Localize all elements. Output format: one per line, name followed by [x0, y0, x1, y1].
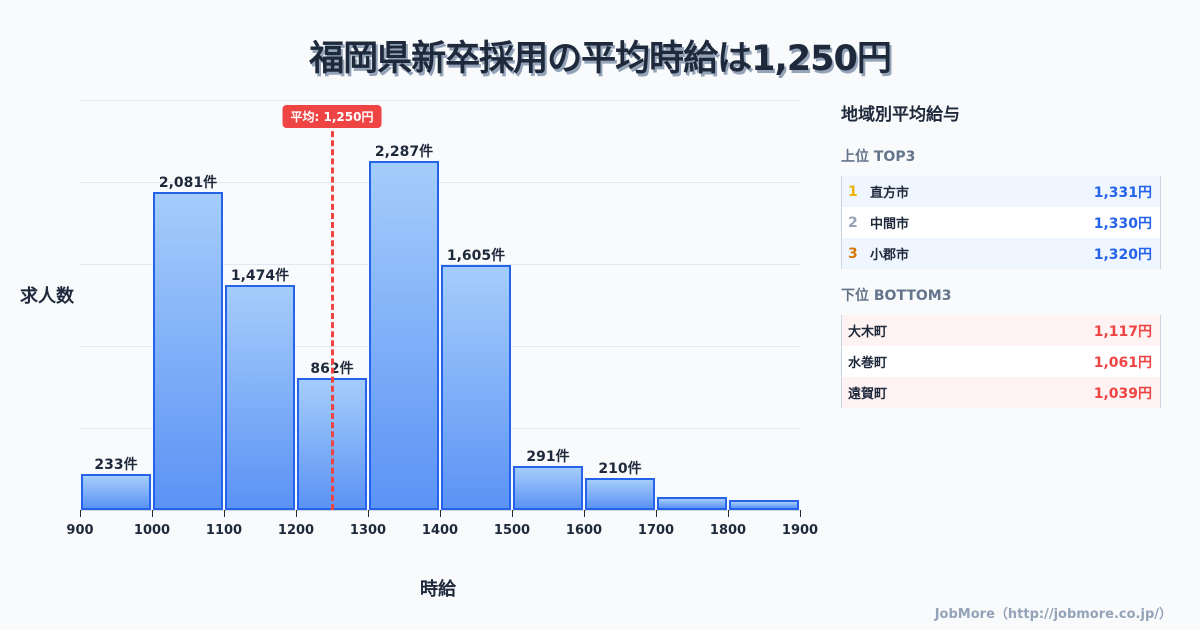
page-title: 福岡県新卒採用の平均時給は1,250円 — [309, 39, 892, 79]
gridline — [80, 264, 800, 265]
gridline — [80, 100, 800, 101]
town-name: 大木町 — [848, 325, 888, 340]
rank-number: 2 — [848, 214, 858, 231]
rank-number: 1 — [848, 183, 858, 200]
x-tick-label: 1500 — [493, 523, 531, 538]
gridline — [80, 428, 800, 429]
x-tick — [656, 510, 657, 517]
histogram-plot: 233件 2,081件 1,474件 862件 2,287件 1,605件 291件 210件… — [66, 100, 818, 538]
x-tick — [80, 510, 81, 517]
histogram-bar — [513, 465, 583, 510]
regional-salary-panel: 地域別平均給与 上位 TOP3 1 直方市 1,331円 2 中間市 1,330… — [841, 100, 1161, 408]
bar-value-label: 1,474件 — [230, 268, 290, 285]
bottom3-table: 大木町 1,117円 水巻町 1,061円 遠賀町 1,039円 — [841, 315, 1161, 408]
city-name: 直方市 — [870, 186, 910, 201]
city-name: 小郡市 — [870, 248, 910, 263]
bar-value-label: 2,081件 — [158, 175, 218, 192]
x-tick — [728, 510, 729, 517]
x-tick — [800, 510, 801, 517]
x-tick-label: 1700 — [637, 523, 675, 538]
bottom3-row: 大木町 1,117円 — [842, 315, 1160, 346]
town-name: 遠賀町 — [848, 387, 888, 402]
x-axis-label: 時給 — [420, 579, 456, 600]
x-tick — [296, 510, 297, 517]
histogram-bar — [225, 285, 295, 510]
histogram-bar — [585, 477, 655, 510]
bar-value-label: 233件 — [94, 457, 138, 474]
city-wage: 1,330円 — [1093, 215, 1152, 232]
x-tick-label: 1300 — [349, 523, 387, 538]
x-tick-label: 1200 — [277, 523, 315, 538]
histogram-bar — [81, 474, 151, 510]
x-tick-label: 1800 — [709, 523, 747, 538]
histogram-bar — [729, 500, 799, 510]
rank-number: 3 — [848, 245, 858, 262]
panel-title: 地域別平均給与 — [841, 105, 960, 125]
histogram-bar — [369, 161, 439, 510]
city-wage: 1,320円 — [1093, 246, 1152, 263]
top3-table: 1 直方市 1,331円 2 中間市 1,330円 3 小郡市 1,320円 — [841, 176, 1161, 269]
top3-title: 上位 TOP3 — [841, 149, 916, 165]
histogram-bar — [441, 265, 511, 510]
gridline — [80, 182, 800, 183]
mean-badge: 平均: 1,250円 — [282, 105, 382, 128]
top3-row: 2 中間市 1,330円 — [842, 207, 1160, 238]
top3-row: 1 直方市 1,331円 — [842, 176, 1160, 207]
x-tick-label: 1400 — [421, 523, 459, 538]
x-tick-label: 1600 — [565, 523, 603, 538]
x-tick — [512, 510, 513, 517]
x-tick — [152, 510, 153, 517]
bottom3-row: 遠賀町 1,039円 — [842, 377, 1160, 408]
x-tick — [440, 510, 441, 517]
mean-line — [331, 122, 334, 510]
x-tick-label: 1000 — [133, 523, 171, 538]
town-name: 水巻町 — [848, 356, 888, 371]
source-credit: JobMore（http://jobmore.co.jp/） — [934, 607, 1172, 622]
top3-row: 3 小郡市 1,320円 — [842, 238, 1160, 269]
x-tick — [368, 510, 369, 517]
gridline — [80, 346, 800, 347]
bar-value-label: 1,605件 — [446, 248, 506, 265]
town-wage: 1,039円 — [1093, 385, 1152, 402]
bottom3-title: 下位 BOTTOM3 — [841, 288, 952, 304]
bar-value-label: 291件 — [526, 448, 570, 465]
city-wage: 1,331円 — [1093, 184, 1152, 201]
x-tick-label: 1100 — [205, 523, 243, 538]
town-wage: 1,061円 — [1093, 354, 1152, 371]
x-tick — [224, 510, 225, 517]
bottom3-row: 水巻町 1,061円 — [842, 346, 1160, 377]
city-name: 中間市 — [870, 217, 910, 232]
bar-value-label: 2,287件 — [374, 144, 434, 160]
bar-value-label: 210件 — [598, 460, 642, 477]
histogram-bar — [657, 497, 727, 510]
x-tick-label: 1900 — [781, 523, 819, 538]
histogram-bar — [153, 192, 223, 510]
town-wage: 1,117円 — [1093, 323, 1152, 340]
x-tick — [584, 510, 585, 517]
y-axis-label: 求人数 — [20, 286, 74, 307]
x-tick-label: 900 — [66, 523, 94, 538]
